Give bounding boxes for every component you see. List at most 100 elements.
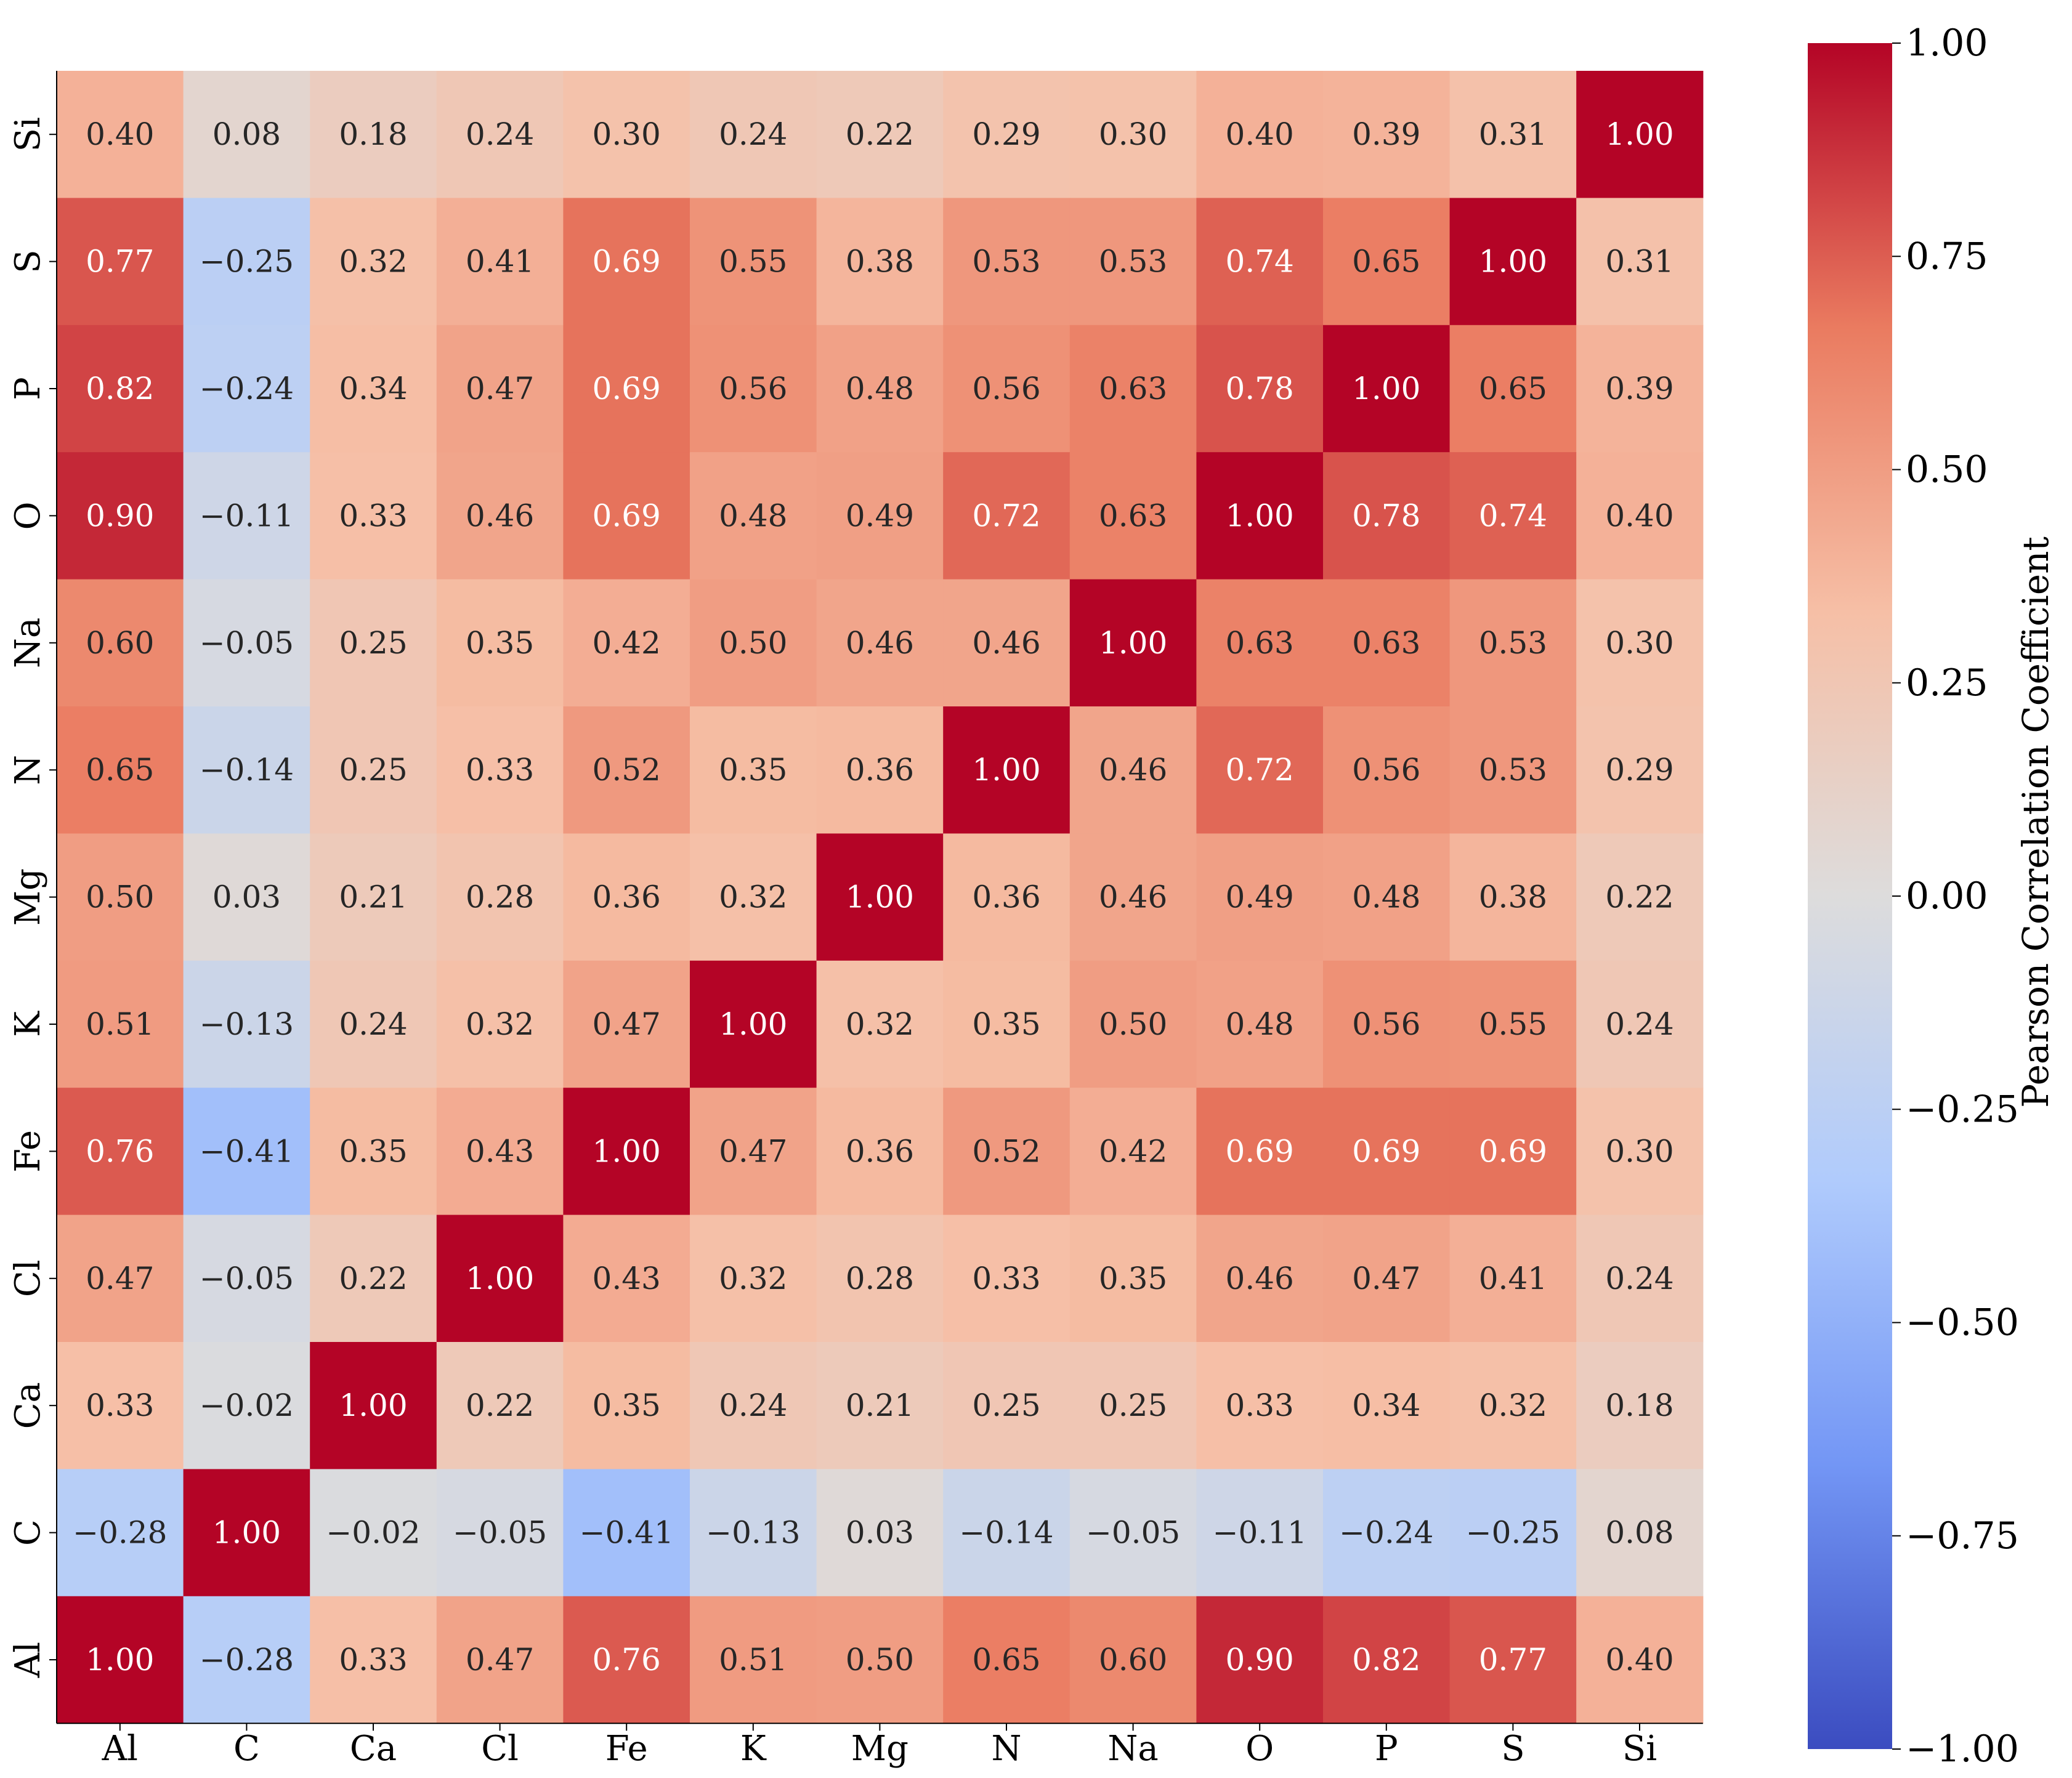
heatmap-cell	[310, 706, 437, 834]
heatmap-cell	[1196, 1214, 1324, 1343]
cell-value-label: 0.31	[1479, 116, 1547, 152]
cell-value-label: 0.03	[846, 1515, 914, 1551]
y-tick-label: Mg	[8, 868, 48, 926]
heatmap-cell	[943, 960, 1070, 1088]
heatmap-cell	[1069, 1469, 1197, 1597]
heatmap-cell	[1323, 71, 1451, 198]
cell-value-label: 0.76	[86, 1133, 154, 1169]
cell-value-label: 0.40	[1605, 498, 1673, 533]
heatmap-cell	[57, 325, 184, 453]
heatmap-cell	[310, 1596, 437, 1724]
heatmap-cell	[1576, 1342, 1704, 1469]
cell-value-label: 0.78	[1352, 498, 1420, 533]
y-tick-label: Si	[8, 117, 48, 152]
cell-value-label: −0.25	[200, 244, 294, 280]
cell-value-label: 0.38	[846, 244, 914, 280]
heatmap-cell	[1449, 71, 1577, 198]
heatmap-cell	[436, 833, 564, 961]
cell-value-label: 0.41	[466, 244, 534, 280]
cell-value-label: 0.25	[1099, 1388, 1167, 1423]
cell-value-label: 0.38	[1479, 879, 1547, 915]
cell-value-label: 0.42	[1099, 1133, 1167, 1169]
heatmap-cell	[816, 198, 944, 326]
cell-value-label: 0.33	[1226, 1388, 1294, 1423]
x-tick-label: C	[233, 1729, 260, 1769]
heatmap-cell	[1576, 1214, 1704, 1343]
heatmap-cell	[1323, 1088, 1451, 1216]
cell-value-label: −0.05	[453, 1515, 547, 1551]
cell-value-label: 0.76	[593, 1642, 661, 1678]
cell-value-label: 1.00	[972, 752, 1040, 788]
cell-value-label: 0.43	[466, 1133, 534, 1169]
cell-value-label: 0.08	[1605, 1515, 1673, 1551]
x-tick-label: Fe	[605, 1729, 648, 1769]
heatmap-cell	[1069, 579, 1197, 707]
heatmap-cell	[943, 1214, 1070, 1343]
cell-value-label: 0.30	[593, 116, 661, 152]
y-tick-label: Cl	[8, 1259, 48, 1297]
heatmap-cell	[183, 452, 310, 580]
colorbar-tick-label: −0.50	[1906, 1301, 2019, 1344]
heatmap-cell	[816, 960, 944, 1088]
cell-value-label: −0.05	[200, 1261, 294, 1296]
y-tick-label: N	[8, 755, 48, 785]
heatmap-cells	[57, 71, 1704, 1724]
heatmap-cell	[183, 706, 310, 834]
cell-value-label: 0.21	[846, 1388, 914, 1423]
heatmap-cell	[1196, 706, 1324, 834]
cell-value-label: −0.25	[1466, 1515, 1560, 1551]
cell-value-label: 0.55	[719, 244, 787, 280]
heatmap-cell	[943, 833, 1070, 961]
cell-value-label: 1.00	[1479, 244, 1547, 280]
heatmap-cell	[690, 1214, 817, 1343]
colorbar-ticks: 1.00 0.75 0.50 0.25 0.00 −0.25 −0.50 −0.75 −1.00	[1892, 22, 2019, 1771]
cell-value-label: 0.63	[1099, 371, 1167, 406]
heatmap-cell	[1069, 1596, 1197, 1724]
heatmap-cell	[690, 1596, 817, 1724]
cell-value-label: 0.18	[1605, 1388, 1673, 1423]
cell-value-label: −0.14	[200, 752, 294, 788]
cell-value-label: 0.36	[846, 1133, 914, 1169]
cell-value-label: −0.13	[706, 1515, 800, 1551]
heatmap-cell	[1196, 198, 1324, 326]
cell-value-label: −0.11	[1213, 1515, 1307, 1551]
cell-value-label: 0.65	[972, 1642, 1040, 1678]
heatmap-cell	[1323, 833, 1451, 961]
heatmap-cell	[1323, 706, 1451, 834]
cell-value-label: 0.46	[1226, 1261, 1294, 1296]
heatmap-cell	[1323, 1596, 1451, 1724]
x-tick-label: O	[1245, 1729, 1274, 1769]
cell-value-label: 0.42	[593, 625, 661, 661]
cell-value-label: 0.22	[846, 116, 914, 152]
cell-value-label: 0.28	[466, 879, 534, 915]
heatmap-cell	[1323, 960, 1451, 1088]
heatmap-cell	[183, 1088, 310, 1216]
heatmap-cell	[563, 1088, 690, 1216]
cell-value-label: 0.50	[719, 625, 787, 661]
cell-value-label: 0.69	[1352, 1133, 1420, 1169]
cell-value-label: 0.25	[339, 752, 407, 788]
cell-value-label: 0.48	[719, 498, 787, 533]
heatmap-cell-labels: 0.40 0.08 0.18 0.24 0.30 0.24 0.22 0.29 0.30 0.40…	[73, 116, 1673, 1678]
heatmap-cell	[183, 1214, 310, 1343]
heatmap-cell	[943, 1342, 1070, 1469]
heatmap-cell	[1196, 1342, 1324, 1469]
heatmap-cell	[1449, 452, 1577, 580]
heatmap-cell	[1576, 325, 1704, 453]
colorbar-tick-label: 0.75	[1906, 235, 1988, 278]
heatmap-cell	[943, 706, 1070, 834]
heatmap-cell	[1449, 706, 1577, 834]
cell-value-label: 1.00	[466, 1261, 534, 1296]
cell-value-label: 0.33	[339, 498, 407, 533]
cell-value-label: 0.69	[593, 244, 661, 280]
cell-value-label: 0.22	[1605, 879, 1673, 915]
heatmap-cell	[1196, 960, 1324, 1088]
cell-value-label: 0.35	[719, 752, 787, 788]
heatmap-cell	[816, 1214, 944, 1343]
y-tick-label: Na	[8, 618, 48, 668]
cell-value-label: 0.47	[86, 1261, 154, 1296]
cell-value-label: 0.40	[1226, 116, 1294, 152]
cell-value-label: 0.53	[1479, 625, 1547, 661]
heatmap-cell	[816, 1596, 944, 1724]
heatmap-cell	[1449, 1342, 1577, 1469]
